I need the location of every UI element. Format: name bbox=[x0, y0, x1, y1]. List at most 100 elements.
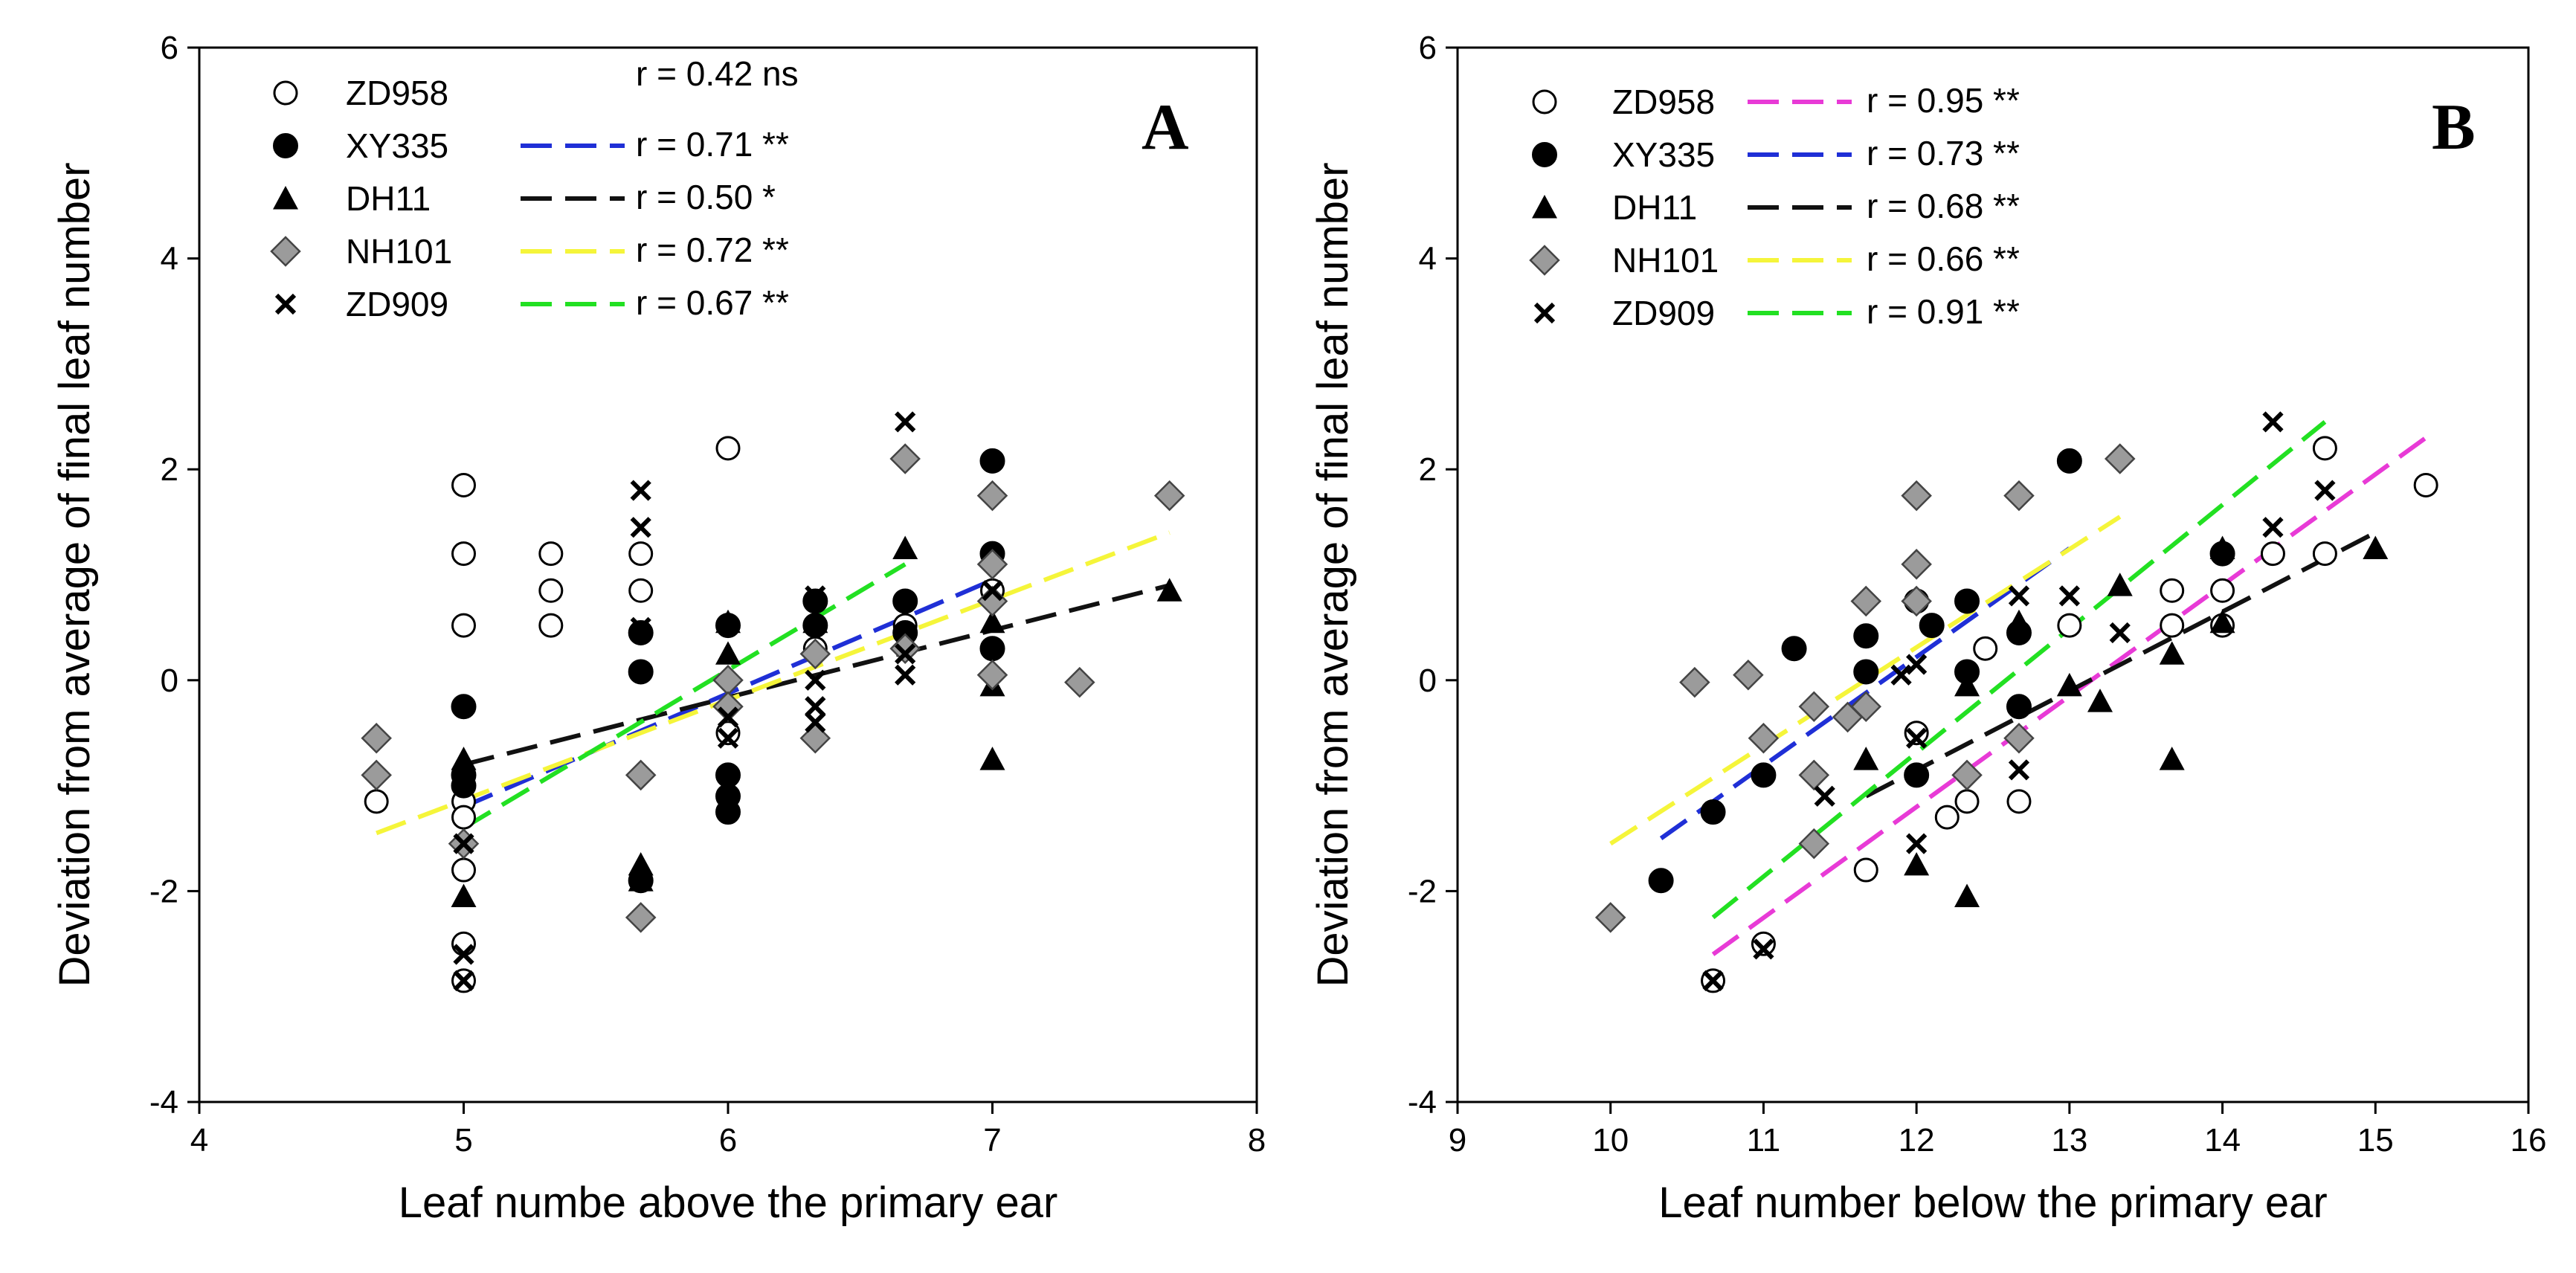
data-point bbox=[2312, 436, 2337, 461]
correlation-label: r = 0.42 ns bbox=[636, 54, 799, 93]
x-tick-label: 6 bbox=[719, 1122, 737, 1158]
legend-marker-zd958 bbox=[273, 80, 298, 106]
legend-label: XY335 bbox=[346, 126, 448, 165]
data-point bbox=[364, 789, 389, 814]
data-point bbox=[2262, 517, 2284, 538]
x-tick-label: 9 bbox=[1449, 1122, 1466, 1158]
data-point bbox=[976, 585, 1008, 617]
data-point bbox=[1733, 659, 1764, 691]
series-dh11 bbox=[1853, 535, 2389, 907]
data-point bbox=[1748, 723, 1780, 754]
data-point bbox=[715, 641, 741, 665]
data-point bbox=[1954, 789, 1980, 814]
data-point bbox=[1919, 613, 1945, 639]
data-point bbox=[1064, 666, 1095, 698]
data-point bbox=[451, 694, 477, 720]
data-point bbox=[2159, 747, 2185, 770]
data-point bbox=[2058, 585, 2080, 607]
data-point bbox=[538, 541, 564, 567]
data-point bbox=[1901, 585, 1932, 617]
data-point bbox=[2260, 541, 2285, 567]
data-point bbox=[979, 448, 1005, 474]
panel-A: 4 5 6 7 8 -4 -2 0 2 4 6 Leaf numbe above the primar… bbox=[51, 30, 1266, 1227]
data-point bbox=[889, 633, 921, 665]
y-tick-label: 6 bbox=[161, 30, 178, 66]
data-point bbox=[1904, 721, 1929, 746]
data-point bbox=[451, 541, 476, 567]
legend-label: NH101 bbox=[346, 232, 452, 271]
data-point bbox=[1781, 636, 1807, 662]
data-point bbox=[2363, 535, 2389, 559]
data-point bbox=[2159, 641, 2185, 665]
y-tick-label: 4 bbox=[1419, 241, 1437, 277]
data-point bbox=[2160, 578, 2185, 603]
data-point bbox=[2006, 609, 2032, 634]
data-point bbox=[2314, 480, 2336, 501]
data-point bbox=[2413, 472, 2438, 497]
data-point bbox=[976, 659, 1008, 691]
data-point bbox=[2008, 585, 2030, 607]
series-zd958 bbox=[1701, 436, 2438, 993]
data-point bbox=[1904, 851, 1930, 876]
data-point bbox=[451, 472, 476, 497]
data-point bbox=[2003, 480, 2035, 512]
trend-line-nh101 bbox=[376, 530, 1171, 836]
data-point bbox=[979, 609, 1005, 634]
data-point bbox=[1156, 578, 1182, 602]
data-point bbox=[1906, 727, 1928, 749]
data-point bbox=[1798, 759, 1830, 791]
data-point bbox=[889, 443, 921, 474]
data-point bbox=[1890, 664, 1912, 686]
data-point bbox=[717, 727, 739, 749]
series-xy335 bbox=[451, 448, 1005, 894]
data-point bbox=[1973, 636, 1998, 661]
data-point bbox=[451, 857, 476, 883]
x-tick-label: 13 bbox=[2051, 1122, 2087, 1158]
correlation-label: r = 0.67 ** bbox=[636, 283, 789, 322]
data-point bbox=[451, 613, 476, 638]
panel-letter: B bbox=[2432, 91, 2476, 164]
data-point bbox=[1951, 759, 1983, 791]
series-zd909 bbox=[1702, 411, 2336, 992]
data-point bbox=[451, 773, 477, 799]
legend-marker-xy335 bbox=[273, 133, 298, 158]
data-point bbox=[805, 712, 826, 733]
data-point bbox=[799, 638, 831, 670]
data-point bbox=[1798, 691, 1830, 723]
trend-line-dh11 bbox=[1864, 530, 2377, 799]
data-point bbox=[892, 588, 918, 614]
data-point bbox=[2008, 759, 2030, 781]
data-point bbox=[2209, 535, 2235, 559]
correlation-label: r = 0.71 ** bbox=[636, 125, 789, 164]
trend-line-dh11 bbox=[463, 583, 1171, 767]
data-point bbox=[451, 747, 477, 770]
data-point bbox=[895, 643, 916, 665]
data-point bbox=[1853, 747, 1879, 770]
data-point bbox=[2107, 573, 2133, 596]
legend-label: DH11 bbox=[346, 179, 431, 218]
data-point bbox=[1702, 970, 1724, 992]
y-axis-label: Deviation from average of final leaf num… bbox=[1309, 162, 1357, 987]
data-point bbox=[1594, 902, 1626, 933]
legend-marker-zd909 bbox=[1533, 302, 1556, 324]
data-point bbox=[453, 833, 474, 854]
legend-label: ZD909 bbox=[1612, 294, 1715, 332]
legend-marker-dh11 bbox=[273, 186, 298, 210]
legend-marker-nh101 bbox=[1529, 245, 1560, 276]
plot-frame bbox=[1456, 46, 2530, 1103]
data-point bbox=[1814, 785, 1835, 807]
data-point bbox=[805, 669, 826, 691]
x-tick-label: 11 bbox=[1747, 1122, 1781, 1158]
data-point bbox=[451, 805, 476, 830]
correlation-label: r = 0.50 * bbox=[636, 178, 776, 216]
data-point bbox=[895, 664, 916, 686]
data-point bbox=[625, 902, 657, 933]
data-point bbox=[1853, 623, 1879, 649]
legend-label: ZD958 bbox=[346, 74, 448, 112]
data-point bbox=[805, 585, 826, 607]
x-tick-label: 12 bbox=[1899, 1122, 1935, 1158]
data-point bbox=[628, 541, 654, 567]
y-tick-label: 0 bbox=[1419, 663, 1437, 699]
data-point bbox=[451, 883, 477, 907]
data-point bbox=[976, 480, 1008, 512]
